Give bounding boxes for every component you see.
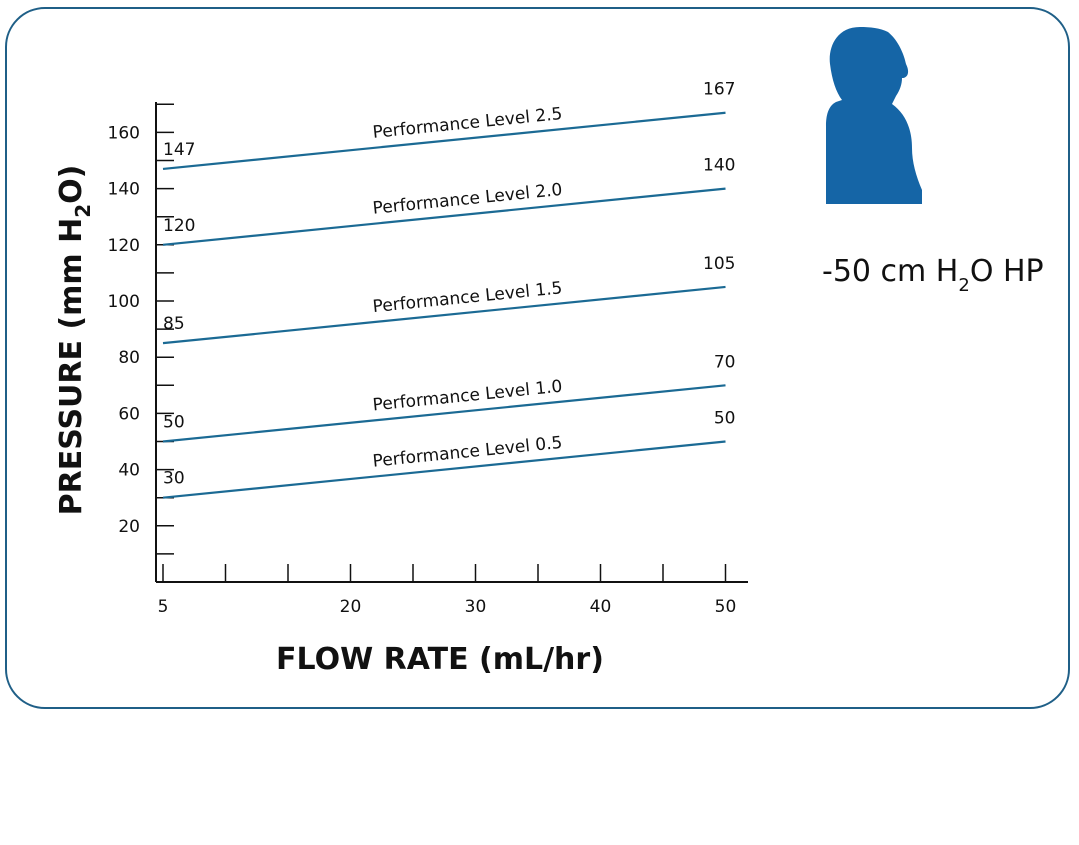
y-tick-label: 60: [118, 404, 140, 424]
y-axis-title: PRESSURE (mm H2O): [54, 165, 95, 516]
series-name-label: Performance Level 1.0: [372, 377, 563, 416]
chart-frame: [5, 7, 1070, 709]
series-end-value: 140: [703, 156, 735, 176]
series-end-value: 167: [703, 80, 735, 100]
series-start-value: 85: [163, 314, 185, 334]
series-name-label: Performance Level 1.5: [372, 278, 563, 317]
series-line: [162, 187, 726, 246]
y-tick-label: 160: [108, 123, 140, 143]
person-silhouette-icon: [826, 27, 922, 204]
series-end-value: 105: [703, 254, 735, 274]
series-line: [162, 111, 726, 171]
series-line: [162, 285, 726, 345]
y-tick-label: 40: [118, 461, 140, 481]
y-tick-label: 140: [108, 180, 140, 200]
series-line: [162, 384, 726, 443]
y-tick-label: 120: [108, 236, 140, 256]
y-tick-label: 80: [118, 348, 140, 368]
chart-axes: [155, 102, 748, 583]
series-end-value: 70: [714, 352, 736, 372]
series-end-value: 50: [714, 409, 736, 429]
series-start-value: 120: [163, 216, 195, 236]
series-line: [162, 440, 726, 499]
x-axis-title: FLOW RATE (mL/hr): [276, 642, 604, 677]
x-tick-label: 5: [158, 597, 169, 617]
series-start-value: 50: [163, 413, 185, 433]
series-start-value: 30: [163, 469, 185, 489]
performance-series: Performance Level 2.5 147 167 Performance L…: [162, 80, 736, 499]
x-tick-label: 20: [340, 597, 362, 617]
axis-ticks: 20 40 60 80 100 120 140 160 5 20 30 40 50: [108, 103, 737, 617]
x-tick-label: 40: [590, 597, 612, 617]
hydrostatic-pressure-label: -50 cm H2O HP: [822, 254, 1044, 296]
y-tick-label: 20: [118, 517, 140, 537]
x-tick-label: 30: [465, 597, 487, 617]
series-start-value: 147: [163, 140, 195, 160]
y-tick-label: 100: [108, 292, 140, 312]
x-tick-label: 50: [715, 597, 737, 617]
series-name-label: Performance Level 2.5: [372, 104, 563, 143]
series-name-label: Performance Level 2.0: [372, 180, 563, 219]
series-name-label: Performance Level 0.5: [372, 433, 563, 472]
